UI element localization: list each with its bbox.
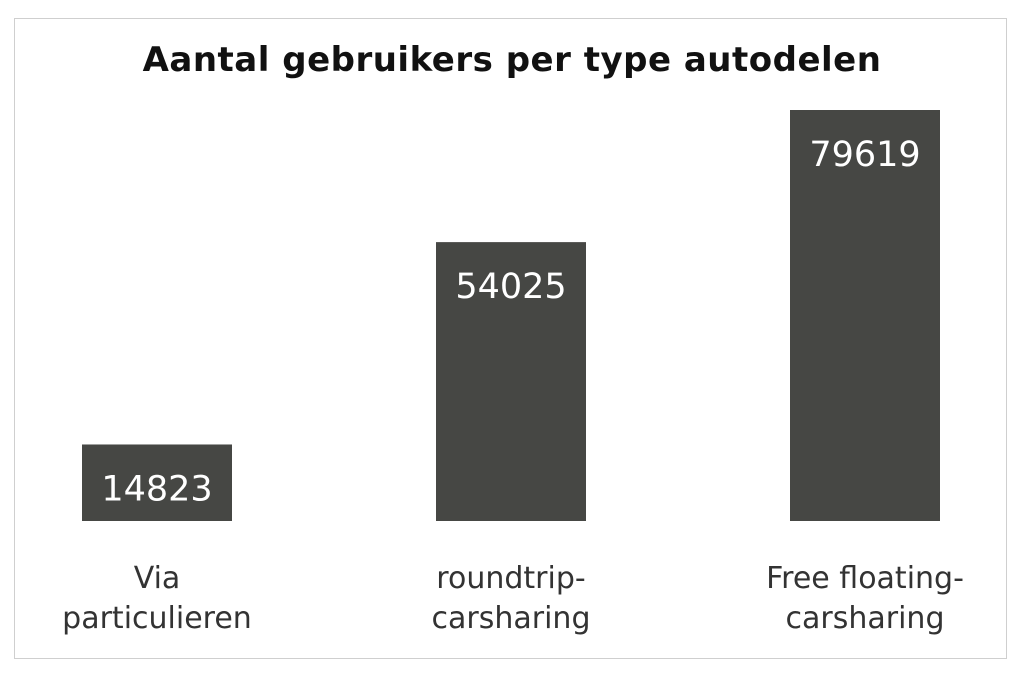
value-labels-group: 14823 54025 79619 (101, 135, 920, 509)
bar-1 (82, 444, 232, 521)
category-label-1-line-2: particulieren (62, 601, 252, 636)
category-label-3-line-1: Free floating- (766, 561, 964, 596)
chart-title: Aantal gebruikers per type autodelen (142, 40, 882, 80)
bar-value-label-3: 79619 (809, 135, 920, 175)
bars-group (82, 110, 940, 521)
category-label-3-line-2: carsharing (786, 601, 945, 636)
bar-3 (790, 110, 940, 521)
bar-2 (436, 242, 586, 521)
bar-value-label-2: 54025 (455, 267, 566, 307)
category-labels-group: Via particulieren roundtrip-carsharing Free… (62, 561, 964, 636)
category-label-2-line-2: carsharing (432, 601, 591, 636)
category-label-1-line-1: Via (134, 561, 181, 596)
bar-value-label-1: 14823 (101, 469, 212, 509)
category-label-2-line-1: roundtrip- (436, 561, 585, 596)
